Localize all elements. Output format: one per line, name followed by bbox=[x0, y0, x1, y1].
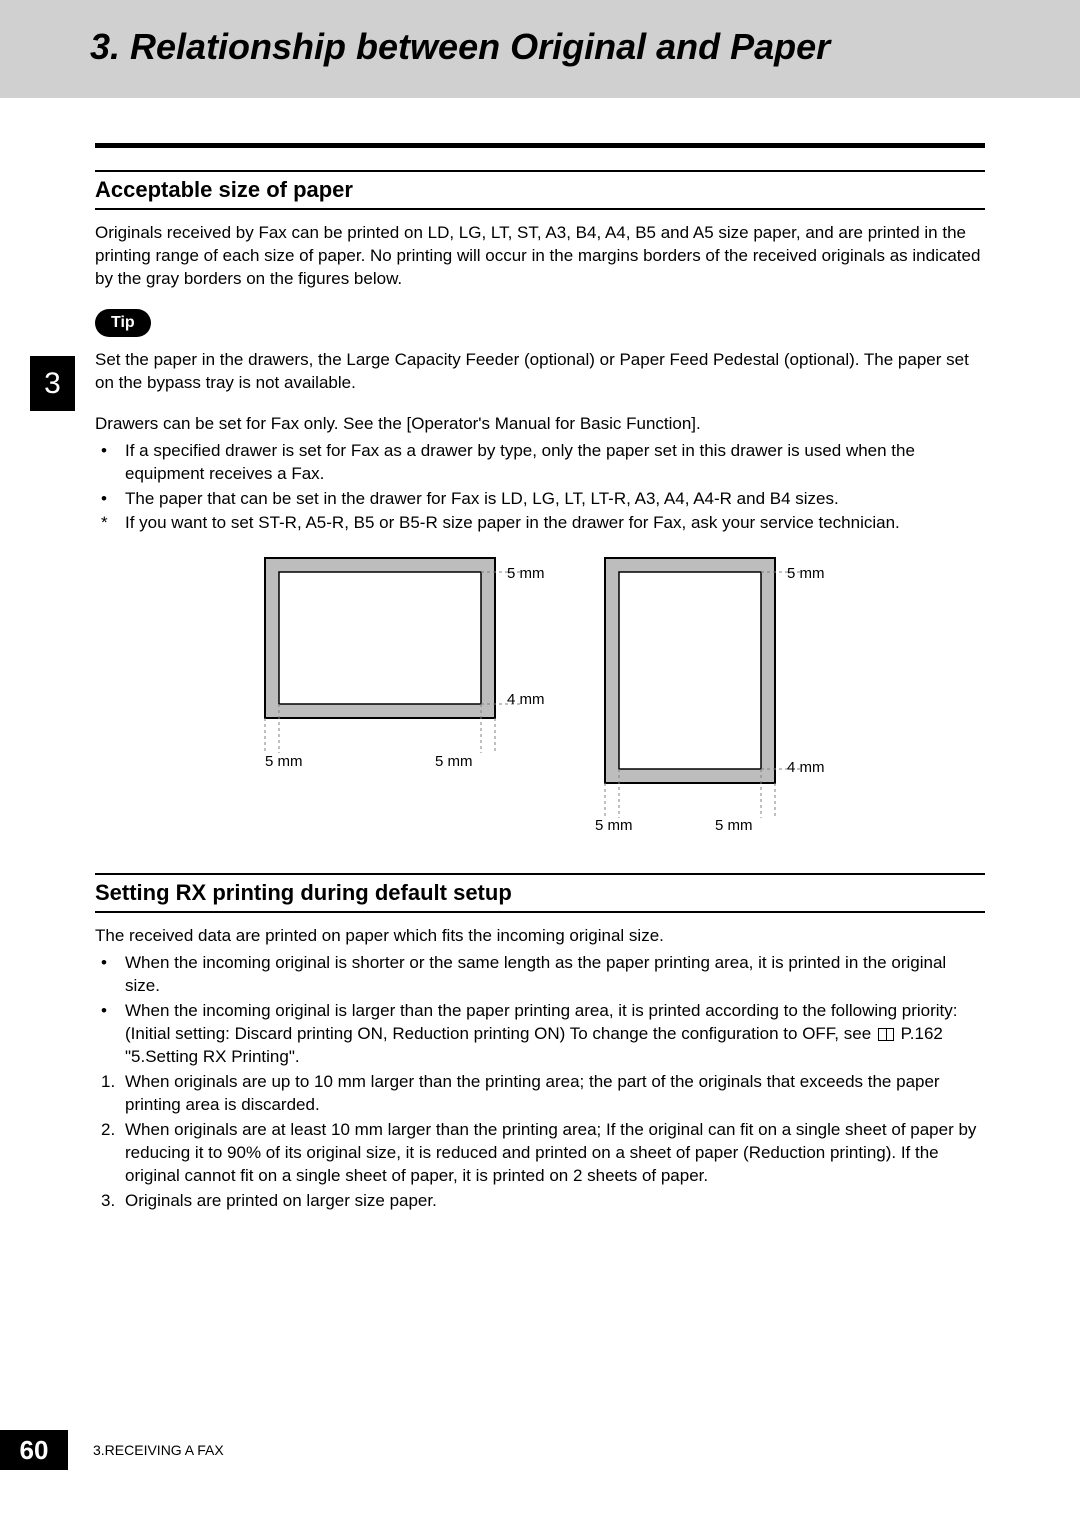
margin-diagram: 5 mm 4 mm 5 mm 5 mm 5 mm 4 mm 5 mm 5 mm bbox=[95, 553, 985, 838]
content-area: Acceptable size of paper Originals recei… bbox=[0, 98, 1080, 1213]
list-item: 3. Originals are printed on larger size p… bbox=[95, 1190, 985, 1213]
footer: 60 3.RECEIVING A FAX bbox=[0, 1430, 224, 1470]
section-title-2: Setting RX printing during default setup bbox=[95, 873, 985, 913]
svg-text:5 mm: 5 mm bbox=[435, 753, 473, 770]
section2-bullets: • When the incoming original is shorter o… bbox=[95, 952, 985, 1212]
list-marker: • bbox=[101, 952, 107, 975]
list-text: When the incoming original is larger tha… bbox=[125, 1001, 958, 1066]
list-item: • When the incoming original is shorter o… bbox=[95, 952, 985, 998]
list-marker: 3. bbox=[101, 1190, 115, 1213]
list-item: 2. When originals are at least 10 mm larg… bbox=[95, 1119, 985, 1188]
header-band: 3. Relationship between Original and Pap… bbox=[0, 0, 1080, 98]
list-item: 1. When originals are up to 10 mm larger … bbox=[95, 1071, 985, 1117]
list-marker: • bbox=[101, 488, 107, 511]
svg-text:4 mm: 4 mm bbox=[787, 759, 825, 776]
list-marker: * bbox=[101, 512, 108, 535]
svg-text:5 mm: 5 mm bbox=[715, 817, 753, 834]
list-text: The paper that can be set in the drawer … bbox=[125, 489, 839, 508]
svg-text:4 mm: 4 mm bbox=[507, 691, 545, 708]
list-marker: • bbox=[101, 440, 107, 463]
section-title-1: Acceptable size of paper bbox=[95, 170, 985, 210]
book-icon bbox=[878, 1028, 894, 1041]
list-text: When originals are up to 10 mm larger th… bbox=[125, 1072, 940, 1114]
divider-thick bbox=[95, 143, 985, 148]
section2-intro: The received data are printed on paper w… bbox=[95, 925, 985, 948]
list-marker: 1. bbox=[101, 1071, 115, 1094]
svg-text:5 mm: 5 mm bbox=[265, 753, 303, 770]
list-text: When originals are at least 10 mm larger… bbox=[125, 1120, 976, 1185]
list-item: • If a specified drawer is set for Fax as… bbox=[95, 440, 985, 486]
diagram-landscape: 5 mm 4 mm 5 mm 5 mm bbox=[245, 553, 545, 773]
list-text: If a specified drawer is set for Fax as … bbox=[125, 441, 915, 483]
tip-text: Set the paper in the drawers, the Large … bbox=[95, 349, 985, 395]
list-item: * If you want to set ST-R, A5-R, B5 or B5… bbox=[95, 512, 985, 535]
svg-text:5 mm: 5 mm bbox=[507, 565, 545, 582]
side-tab: 3 bbox=[30, 356, 75, 411]
tip-badge: Tip bbox=[95, 309, 151, 337]
list-marker: • bbox=[101, 1000, 107, 1023]
diagram-portrait: 5 mm 4 mm 5 mm 5 mm bbox=[585, 553, 835, 838]
list-item: • When the incoming original is larger th… bbox=[95, 1000, 985, 1069]
section1-bullets: • If a specified drawer is set for Fax as… bbox=[95, 440, 985, 536]
chapter-title: 3. Relationship between Original and Pap… bbox=[90, 26, 1080, 68]
list-marker: 2. bbox=[101, 1119, 115, 1142]
list-text: If you want to set ST-R, A5-R, B5 or B5-… bbox=[125, 513, 900, 532]
section1-para1: Originals received by Fax can be printed… bbox=[95, 222, 985, 291]
side-tab-number: 3 bbox=[44, 367, 61, 401]
footer-chapter: 3.RECEIVING A FAX bbox=[93, 1442, 224, 1458]
section1-para2: Drawers can be set for Fax only. See the… bbox=[95, 413, 985, 436]
svg-text:5 mm: 5 mm bbox=[595, 817, 633, 834]
list-item: • The paper that can be set in the drawer… bbox=[95, 488, 985, 511]
list-text: Originals are printed on larger size pap… bbox=[125, 1191, 437, 1210]
page-number: 60 bbox=[0, 1430, 68, 1470]
list-text: When the incoming original is shorter or… bbox=[125, 953, 946, 995]
svg-text:5 mm: 5 mm bbox=[787, 565, 825, 582]
